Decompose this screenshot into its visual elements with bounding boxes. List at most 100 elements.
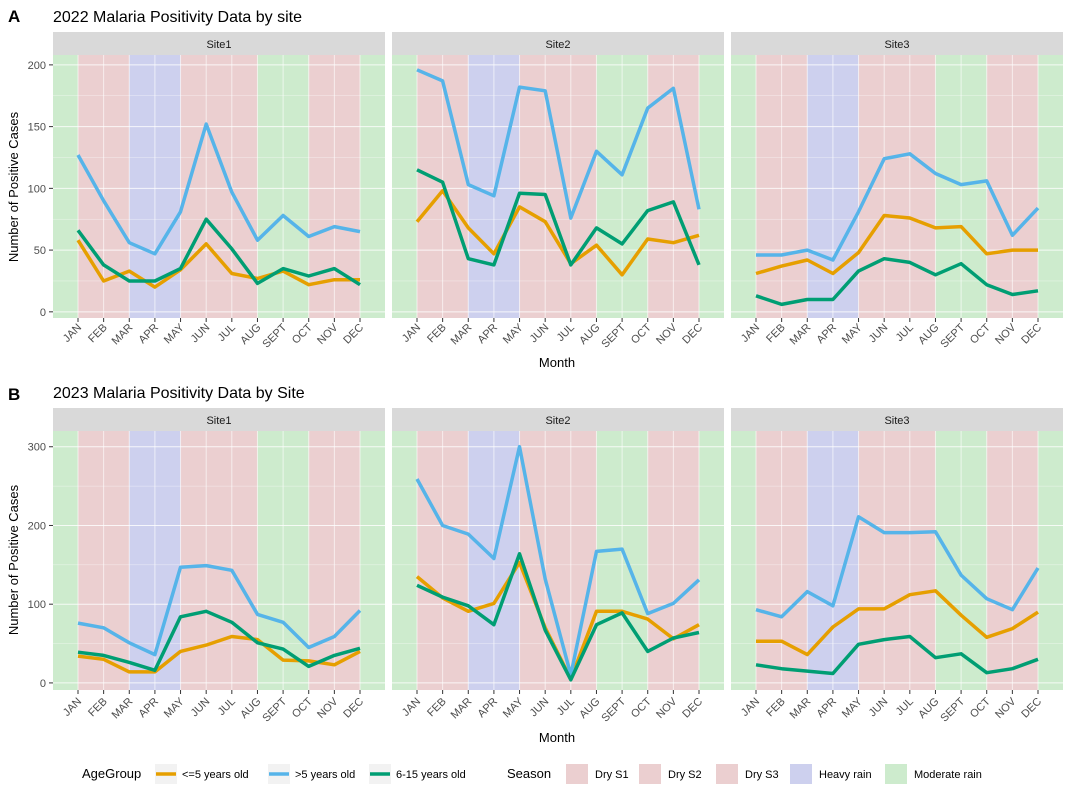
season-band	[781, 55, 808, 318]
x-tick-label: JAN	[400, 322, 423, 345]
series-line	[76, 217, 361, 287]
x-tick-label: JUN	[189, 696, 213, 720]
facet-strip	[392, 32, 724, 55]
x-tick-label: SEPT	[260, 695, 289, 724]
season-band	[596, 431, 623, 690]
x-tick-label: NOV	[654, 695, 680, 721]
season-band	[78, 55, 104, 318]
chart-tag: B	[8, 385, 20, 404]
chart-A: A 2022 Malaria Positivity Data by site 0 50…	[6, 7, 1063, 370]
legend-swatch	[716, 764, 738, 784]
season-band	[909, 55, 936, 318]
season-band	[1038, 431, 1063, 690]
season-band	[832, 55, 859, 318]
season-band	[1038, 55, 1063, 318]
legend-label: Dry S3	[745, 769, 779, 781]
x-tick-label: FEB	[425, 696, 449, 720]
season-band	[103, 431, 130, 690]
season-band	[807, 431, 833, 690]
facet-strip-label: Site2	[545, 415, 570, 427]
x-axis-title: Month	[539, 730, 575, 745]
season-band	[1012, 55, 1038, 318]
season-band	[392, 431, 417, 690]
x-tick-label: MAY	[501, 695, 526, 720]
x-tick-label: JAN	[739, 322, 762, 345]
x-tick-label: AUG	[238, 696, 263, 721]
y-tick-label: 100	[28, 599, 46, 611]
x-tick-label: MAY	[840, 695, 865, 720]
y-tick-label: 50	[34, 245, 46, 257]
y-tick-label: 0	[40, 307, 46, 319]
x-tick-label: MAR	[110, 322, 136, 348]
legend-label: <=5 years old	[182, 769, 249, 781]
season-band	[360, 431, 385, 690]
x-tick-label: AUG	[916, 322, 941, 347]
x-tick-label: APR	[476, 696, 501, 721]
season-band	[53, 431, 78, 690]
season-band	[154, 431, 181, 690]
x-tick-label: MAY	[501, 321, 526, 346]
x-tick-label: JUL	[216, 322, 238, 344]
season-band	[596, 55, 623, 318]
season-band	[756, 431, 782, 690]
x-tick-label: AUG	[577, 696, 602, 721]
x-tick-label: DEC	[341, 322, 366, 347]
x-tick-label: NOV	[993, 695, 1019, 721]
series-line	[76, 239, 360, 289]
season-band	[756, 55, 782, 318]
x-tick-label: JUL	[555, 322, 577, 344]
x-tick-label: OCT	[629, 321, 654, 346]
legend-label: Heavy rain	[819, 769, 872, 781]
facet-strip-label: Site2	[545, 39, 570, 51]
x-tick-label: AUG	[238, 322, 263, 347]
series-line	[416, 552, 700, 682]
x-tick-label: SEPT	[260, 321, 289, 350]
season-band	[417, 431, 443, 690]
series-line	[755, 515, 1040, 619]
x-tick-label: NOV	[654, 321, 680, 347]
legend-label: 6-15 years old	[396, 769, 466, 781]
season-band	[308, 55, 335, 318]
season-band	[283, 431, 309, 690]
x-tick-label: JUL	[555, 696, 577, 718]
series-line	[415, 444, 701, 677]
x-tick-label: JUN	[189, 322, 213, 346]
season-band	[545, 55, 571, 318]
series-line	[755, 213, 1038, 276]
legend-label: Dry S2	[668, 769, 702, 781]
x-tick-label: APR	[137, 696, 162, 721]
x-tick-label: JAN	[61, 322, 84, 345]
series-line	[416, 168, 701, 267]
season-band	[961, 431, 987, 690]
x-tick-label: JUN	[867, 696, 891, 720]
season-band	[884, 55, 910, 318]
season-band	[360, 55, 385, 318]
series-line	[77, 563, 362, 657]
x-tick-label: FEB	[86, 696, 110, 720]
legend-swatch	[790, 764, 812, 784]
season-band	[53, 55, 78, 318]
chart-title: 2023 Malaria Positivity Data by Site	[53, 385, 305, 402]
season-band	[986, 431, 1013, 690]
x-tick-label: FEB	[86, 322, 110, 346]
chart-B: B 2023 Malaria Positivity Data by Site 0 10…	[6, 385, 1063, 745]
series-line	[755, 256, 1039, 307]
season-band	[334, 431, 360, 690]
series-line	[76, 122, 361, 256]
x-tick-label: OCT	[968, 695, 993, 720]
x-tick-label: JUL	[894, 322, 916, 344]
x-tick-label: NOV	[315, 695, 341, 721]
facet-strip	[731, 32, 1063, 55]
legend-swatch	[566, 764, 588, 784]
x-tick-label: AUG	[916, 696, 941, 721]
x-tick-label: APR	[476, 322, 501, 347]
facet-strip-label: Site3	[884, 415, 909, 427]
x-tick-label: NOV	[993, 321, 1019, 347]
season-band	[622, 55, 648, 318]
legend-label: >5 years old	[295, 769, 355, 781]
